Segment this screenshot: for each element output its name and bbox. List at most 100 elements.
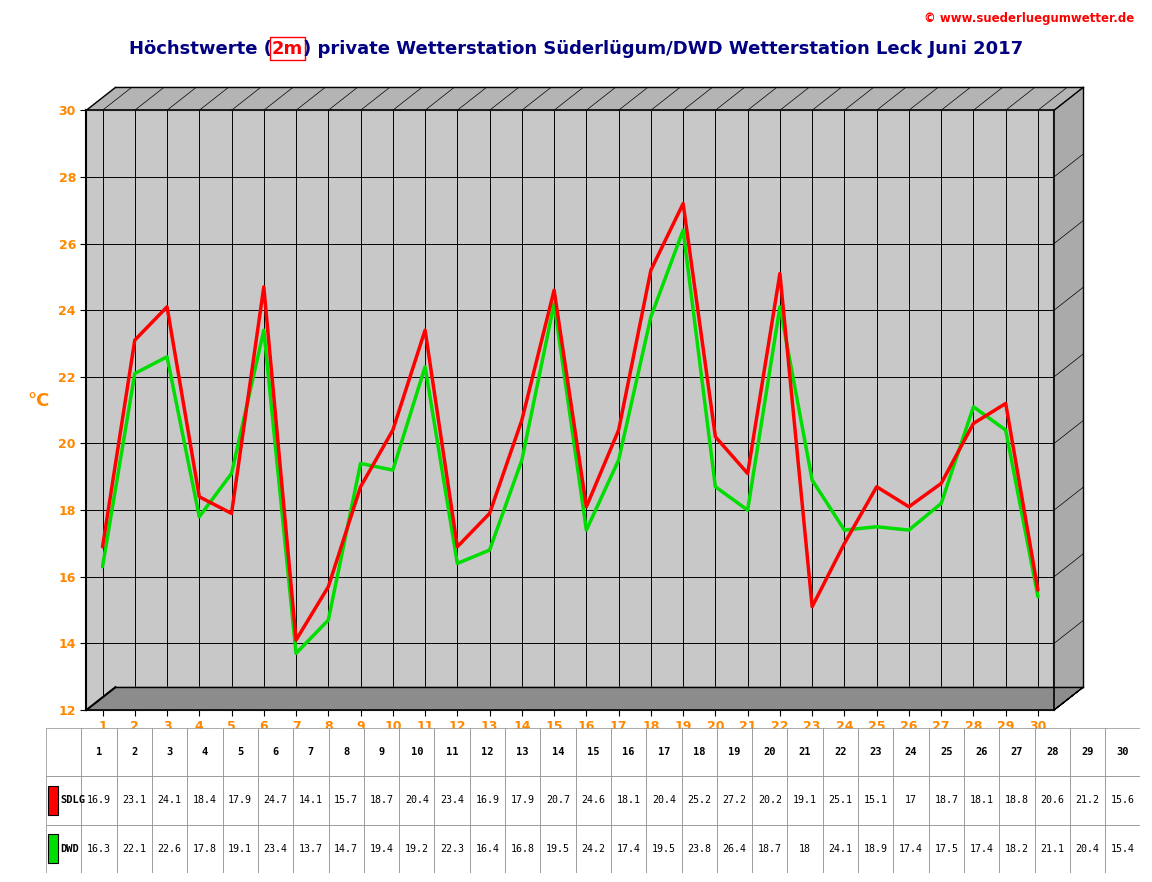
- Text: 9: 9: [378, 747, 385, 757]
- Text: 17: 17: [658, 747, 670, 757]
- Text: 23.8: 23.8: [688, 844, 711, 854]
- Bar: [399, 776, 434, 825]
- Text: 18.2: 18.2: [1005, 844, 1029, 854]
- Bar: [611, 728, 646, 776]
- Text: 19.5: 19.5: [652, 844, 676, 854]
- Text: 10: 10: [410, 747, 423, 757]
- Text: 17.4: 17.4: [899, 844, 923, 854]
- Text: 22: 22: [834, 747, 847, 757]
- Bar: [823, 728, 858, 776]
- Text: 12: 12: [482, 747, 493, 757]
- Bar: [717, 825, 752, 873]
- Text: 16.9: 16.9: [476, 796, 499, 805]
- Text: 20: 20: [764, 747, 776, 757]
- Text: 15.6: 15.6: [1111, 796, 1135, 805]
- Bar: [82, 728, 116, 776]
- Bar: [258, 728, 294, 776]
- Text: 19.4: 19.4: [370, 844, 394, 854]
- Bar: [222, 825, 258, 873]
- Text: 18.9: 18.9: [864, 844, 888, 854]
- Text: 20.7: 20.7: [546, 796, 570, 805]
- Bar: [682, 825, 717, 873]
- Text: 3: 3: [167, 747, 173, 757]
- Text: 17.8: 17.8: [192, 844, 217, 854]
- Bar: [646, 776, 682, 825]
- Bar: [328, 728, 364, 776]
- Bar: [964, 728, 999, 776]
- Text: 18.4: 18.4: [192, 796, 217, 805]
- Text: 15: 15: [588, 747, 599, 757]
- Text: 25.2: 25.2: [688, 796, 711, 805]
- Bar: [222, 728, 258, 776]
- Text: 21: 21: [798, 747, 811, 757]
- Bar: [470, 728, 505, 776]
- Text: 15.7: 15.7: [334, 796, 358, 805]
- Bar: [82, 825, 116, 873]
- Bar: [46, 728, 82, 776]
- Text: 19.2: 19.2: [404, 844, 429, 854]
- Bar: [964, 776, 999, 825]
- Bar: [929, 776, 964, 825]
- Bar: [328, 825, 364, 873]
- Text: 4: 4: [202, 747, 209, 757]
- Text: 30: 30: [1116, 747, 1129, 757]
- Bar: [682, 728, 717, 776]
- Text: ) private Wetterstation Süderlügum/DWD Wetterstation Leck Juni 2017: ) private Wetterstation Süderlügum/DWD W…: [303, 40, 1023, 57]
- Text: 14.7: 14.7: [334, 844, 358, 854]
- Text: 19: 19: [728, 747, 741, 757]
- Text: 15.4: 15.4: [1111, 844, 1135, 854]
- Text: 2: 2: [131, 747, 137, 757]
- Bar: [364, 728, 399, 776]
- Bar: [46, 776, 82, 825]
- Bar: [611, 825, 646, 873]
- Text: 29: 29: [1082, 747, 1093, 757]
- Text: 18.7: 18.7: [758, 844, 782, 854]
- Bar: [152, 728, 188, 776]
- Bar: [188, 728, 222, 776]
- Bar: [717, 728, 752, 776]
- Bar: [152, 825, 188, 873]
- Bar: [823, 825, 858, 873]
- Bar: [752, 776, 788, 825]
- Text: © www.suederluegumwetter.de: © www.suederluegumwetter.de: [924, 12, 1135, 25]
- Bar: [576, 776, 611, 825]
- Text: 18: 18: [799, 844, 811, 854]
- Text: 18.7: 18.7: [934, 796, 958, 805]
- Polygon shape: [1054, 87, 1083, 710]
- Bar: [152, 776, 188, 825]
- Text: 19.1: 19.1: [228, 844, 252, 854]
- Bar: [116, 776, 152, 825]
- Bar: [646, 825, 682, 873]
- Text: 18.1: 18.1: [616, 796, 641, 805]
- Text: 17.5: 17.5: [934, 844, 958, 854]
- Bar: [788, 776, 823, 825]
- Text: 24.6: 24.6: [582, 796, 605, 805]
- Bar: [46, 825, 82, 873]
- Text: 23: 23: [870, 747, 882, 757]
- Bar: [788, 825, 823, 873]
- Text: 25: 25: [940, 747, 953, 757]
- Bar: [1034, 776, 1070, 825]
- Text: 24.1: 24.1: [158, 796, 182, 805]
- Text: 17: 17: [905, 796, 917, 805]
- Bar: [823, 776, 858, 825]
- Text: 22.3: 22.3: [440, 844, 464, 854]
- Text: 26.4: 26.4: [722, 844, 746, 854]
- Bar: [505, 776, 540, 825]
- Text: 8: 8: [343, 747, 349, 757]
- Text: 19.5: 19.5: [546, 844, 570, 854]
- Text: 17.4: 17.4: [970, 844, 994, 854]
- Bar: [505, 728, 540, 776]
- Text: 19.1: 19.1: [793, 796, 817, 805]
- Bar: [116, 728, 152, 776]
- Bar: [1034, 728, 1070, 776]
- Bar: [1105, 776, 1140, 825]
- Text: 22.1: 22.1: [122, 844, 146, 854]
- Text: 18.7: 18.7: [370, 796, 394, 805]
- Bar: [82, 776, 116, 825]
- Bar: [929, 728, 964, 776]
- Bar: [364, 776, 399, 825]
- Bar: [258, 825, 294, 873]
- Bar: [893, 825, 929, 873]
- Bar: [399, 728, 434, 776]
